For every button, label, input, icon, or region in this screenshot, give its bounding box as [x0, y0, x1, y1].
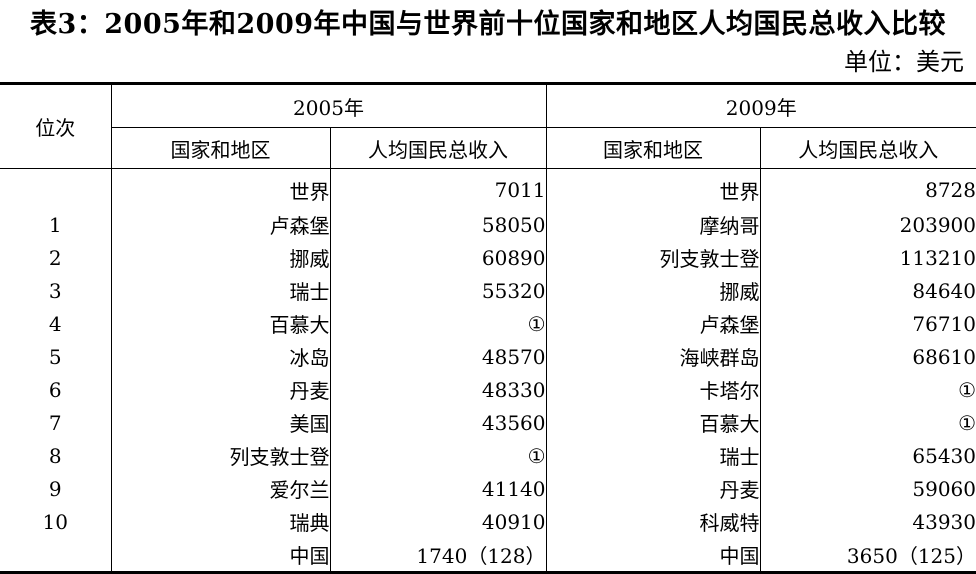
rank-cell: 4 [48, 311, 62, 336]
country-2009-cell: 科威特 [545, 505, 760, 538]
country-2005-cell: 挪威 [110, 241, 330, 274]
country-2005-cell: 丹麦 [110, 373, 330, 406]
gni-2009-cell: 59060 [759, 472, 976, 505]
country-2009-cell: 列支敦士登 [545, 241, 760, 274]
rank-cell: 10 [42, 509, 68, 534]
gni-2009-header: 人均国民总收入 [759, 127, 976, 169]
table-row: 3 瑞士 55320 挪威 84640 [0, 274, 976, 307]
gni-2005-cell: 58050 [329, 208, 546, 241]
gni-2005-cell: ① [329, 307, 546, 340]
country-2009-cell: 挪威 [545, 274, 760, 307]
gni-2005-cell: 48570 [329, 340, 546, 373]
country-2005-header: 国家和地区 [110, 127, 330, 169]
rank-cell: 3 [48, 278, 62, 303]
gni-2009-cell: 68610 [759, 340, 976, 373]
gni-2005-cell: 7011 [329, 168, 546, 208]
table-title: 表3：2005年和2009年中国与世界前十位国家和地区人均国民总收入比较 [29, 9, 947, 40]
country-2005-cell: 世界 [110, 168, 330, 208]
gni-2005-cell: 40910 [329, 505, 546, 538]
rank-cell [0, 169, 111, 209]
table-row: 10 瑞典 40910 科威特 43930 [0, 505, 976, 538]
gni-2005-cell: 55320 [329, 274, 546, 307]
table-row: 4 百慕大 ① 卢森堡 76710 [0, 307, 976, 340]
country-2005-cell: 列支敦士登 [110, 439, 330, 472]
rank-cell: 8 [48, 443, 62, 468]
country-2009-cell: 海峡群岛 [545, 340, 760, 373]
gni-2005-header: 人均国民总收入 [329, 127, 546, 169]
gni-2009-cell: 65430 [759, 439, 976, 472]
header-row-columns: 国家和地区 人均国民总收入 国家和地区 人均国民总收入 [0, 127, 976, 169]
gni-comparison-table: 位次 2005年 2009年 国家和地区 人均国民总收入 国家和地区 人均国民总… [0, 82, 976, 574]
header-row-years: 位次 2005年 2009年 [0, 82, 976, 169]
gni-2009-cell: 8728 [759, 168, 976, 208]
country-2005-cell: 爱尔兰 [110, 472, 330, 505]
gni-2009-cell: 113210 [759, 241, 976, 274]
country-2009-cell: 瑞士 [545, 439, 760, 472]
country-2009-cell: 卡塔尔 [545, 373, 760, 406]
table-row: 1 卢森堡 58050 摩纳哥 203900 [0, 208, 976, 241]
country-2009-cell: 中国 [545, 538, 760, 574]
rank-cell: 5 [48, 344, 62, 369]
gni-2009-cell: ① [759, 406, 976, 439]
table-body: 世界 7011 世界 8728 1 卢森堡 58050 摩纳哥 203900 2… [0, 168, 976, 574]
unit-label: 单位：美元 [844, 48, 964, 76]
gni-2009-cell: 3650（125） [759, 538, 976, 574]
gni-2009-cell: 43930 [759, 505, 976, 538]
country-2005-cell: 百慕大 [110, 307, 330, 340]
rank-cell: 6 [48, 377, 62, 402]
gni-2005-cell: 60890 [329, 241, 546, 274]
gni-2005-cell: 43560 [329, 406, 546, 439]
gni-2009-cell: 84640 [759, 274, 976, 307]
country-2009-cell: 丹麦 [545, 472, 760, 505]
rank-cell: 1 [48, 212, 62, 237]
table-row: 9 爱尔兰 41140 丹麦 59060 [0, 472, 976, 505]
rank-cell: 7 [48, 410, 62, 435]
rank-header: 位次 [0, 82, 111, 169]
gni-2005-cell: 41140 [329, 472, 546, 505]
year-2005-header: 2005年 [110, 82, 546, 128]
gni-2005-cell: 48330 [329, 373, 546, 406]
table-row: 世界 7011 世界 8728 [0, 168, 976, 209]
table-row: 5 冰岛 48570 海峡群岛 68610 [0, 340, 976, 373]
country-2005-cell: 中国 [110, 538, 330, 574]
country-2005-cell: 瑞典 [110, 505, 330, 538]
country-2005-cell: 瑞士 [110, 274, 330, 307]
rank-cell: 2 [48, 245, 62, 270]
table-row: 中国 1740（128） 中国 3650（125） [0, 538, 976, 574]
table-row: 6 丹麦 48330 卡塔尔 ① [0, 373, 976, 406]
country-2009-header: 国家和地区 [545, 127, 760, 169]
year-2009-header: 2009年 [545, 82, 976, 128]
gni-2005-cell: ① [329, 439, 546, 472]
country-2005-cell: 美国 [110, 406, 330, 439]
table-row: 8 列支敦士登 ① 瑞士 65430 [0, 439, 976, 472]
table-row: 2 挪威 60890 列支敦士登 113210 [0, 241, 976, 274]
rank-cell: 9 [48, 476, 62, 501]
gni-2005-cell: 1740（128） [329, 538, 546, 574]
gni-2009-cell: ① [759, 373, 976, 406]
country-2009-cell: 卢森堡 [545, 307, 760, 340]
country-2005-cell: 卢森堡 [110, 208, 330, 241]
gni-2009-cell: 203900 [759, 208, 976, 241]
table-row: 7 美国 43560 百慕大 ① [0, 406, 976, 439]
country-2005-cell: 冰岛 [110, 340, 330, 373]
rank-cell [0, 538, 111, 574]
gni-2009-cell: 76710 [759, 307, 976, 340]
country-2009-cell: 百慕大 [545, 406, 760, 439]
country-2009-cell: 摩纳哥 [545, 208, 760, 241]
country-2009-cell: 世界 [545, 168, 760, 208]
